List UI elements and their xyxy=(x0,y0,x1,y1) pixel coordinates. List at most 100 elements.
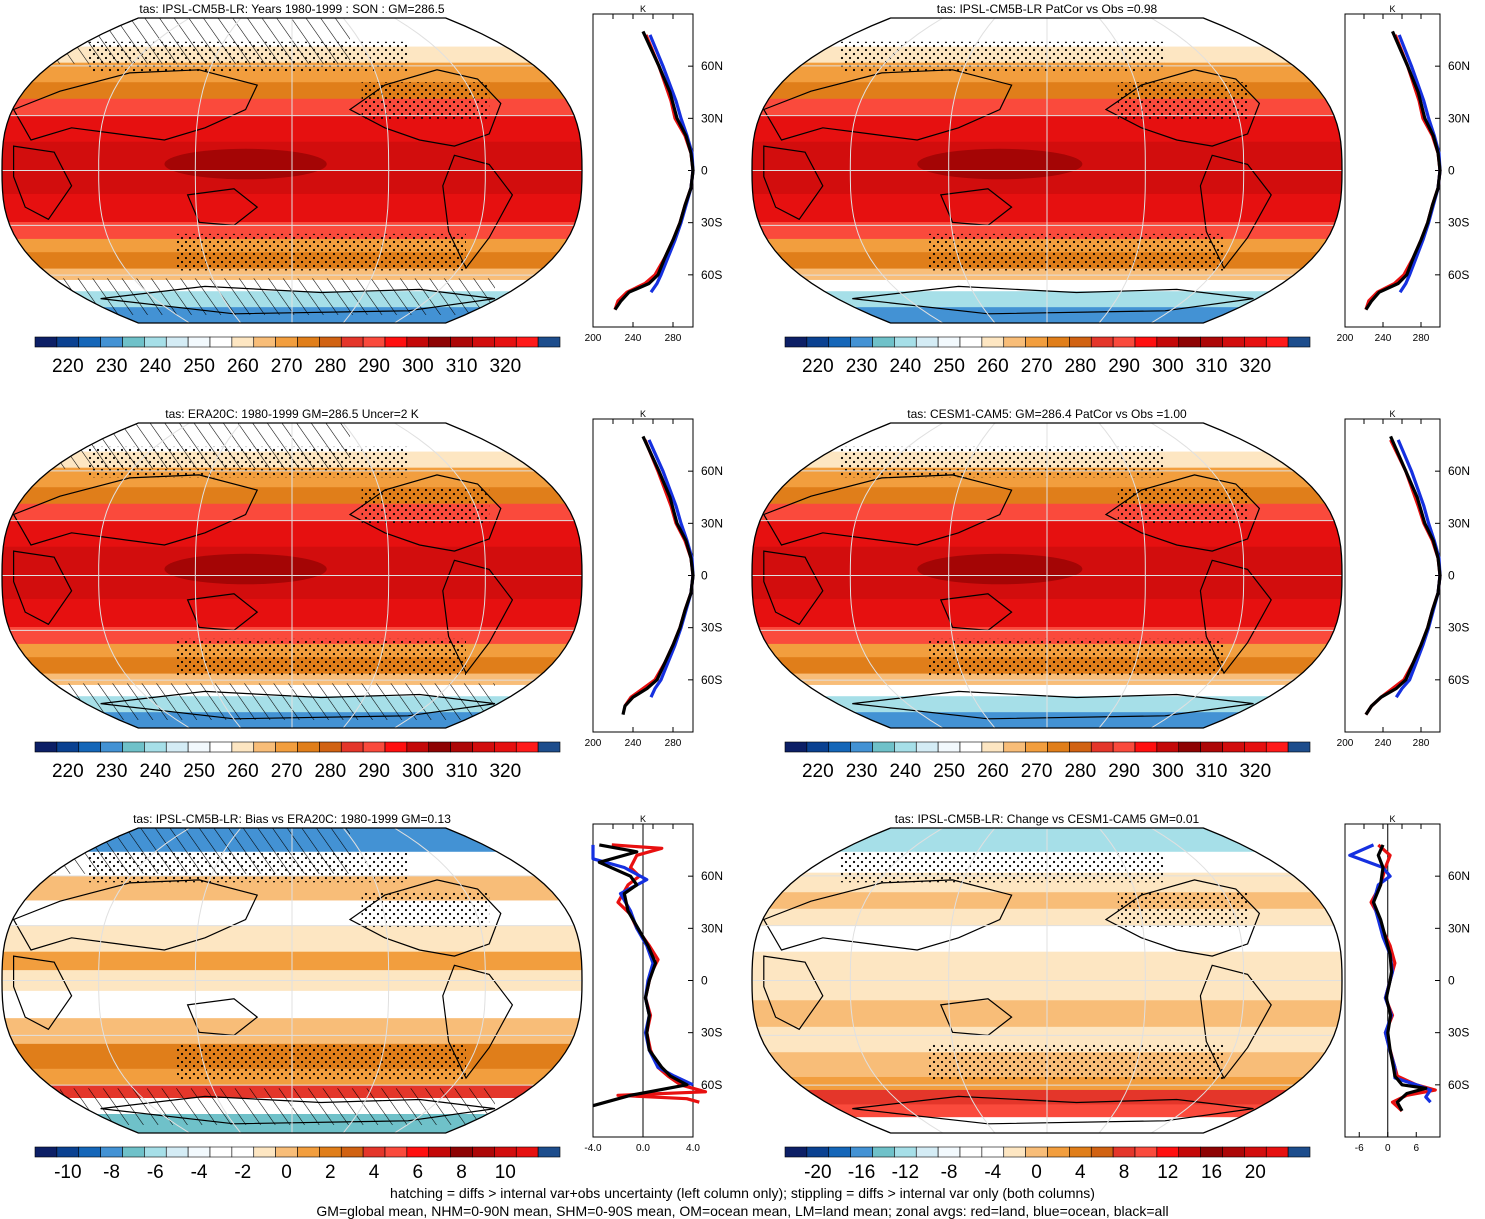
meridian-line xyxy=(948,18,996,323)
colorbar-swatch xyxy=(187,336,211,348)
zonal-series-line xyxy=(1364,439,1442,716)
lat-label: 60N xyxy=(1448,869,1470,883)
colorbar-tick-label: 300 xyxy=(402,761,434,782)
colorbar-swatch xyxy=(384,1146,408,1158)
x-tick-label: 280 xyxy=(665,738,682,749)
zonal-profile: K 200 240 280 60N 30N 0 30S 60S xyxy=(585,4,723,344)
profile-frame xyxy=(1344,418,1441,733)
colorbar-tick-label: 260 xyxy=(977,356,1009,377)
unit-label: K xyxy=(1389,409,1395,419)
colorbar-swatch xyxy=(144,1146,167,1158)
meridian-line xyxy=(98,828,190,1133)
colorbar-tick-label: 260 xyxy=(227,356,259,377)
lat-label: 0 xyxy=(1448,974,1455,988)
map-field xyxy=(2,423,582,728)
colorbar-tick-label: -16 xyxy=(848,1162,875,1183)
meridian-line xyxy=(1098,828,1146,1133)
x-tick-label: 280 xyxy=(665,333,682,344)
colorbar: -10 -8 -6 -4 -2 0 2 4 6 8 10 xyxy=(34,1146,561,1183)
stippling xyxy=(840,851,1165,883)
colorbar-tick-label: 250 xyxy=(183,761,215,782)
colorbar-swatch xyxy=(1178,336,1201,348)
colorbar-swatch xyxy=(806,741,830,753)
lat-label: 0 xyxy=(1448,164,1455,178)
colorbar-swatch xyxy=(209,741,233,753)
unit-label: K xyxy=(1389,4,1395,14)
colorbar-tick-label: 240 xyxy=(889,761,921,782)
footer-note-hatching: hatching = diffs > internal var+obs unce… xyxy=(390,1185,1095,1201)
colorbar-swatch xyxy=(34,1146,58,1158)
colorbar-swatch xyxy=(1112,1146,1136,1158)
colorbar-swatch xyxy=(450,336,473,348)
colorbar-swatch xyxy=(1156,1146,1180,1158)
lat-label: 0 xyxy=(701,974,708,988)
meridian-line xyxy=(194,423,242,728)
colorbar-tick-label: -12 xyxy=(892,1162,919,1183)
colorbar-swatch xyxy=(894,336,917,348)
colorbar-tick-label: 10 xyxy=(495,1162,516,1183)
colorbar-tick-label: 8 xyxy=(456,1162,467,1183)
colorbar-tick-label: 270 xyxy=(271,761,303,782)
meridian-line xyxy=(98,18,190,323)
colorbar-swatch xyxy=(1287,741,1311,753)
colorbar-swatch xyxy=(144,741,167,753)
colorbar-tick-label: 6 xyxy=(413,1162,424,1183)
lat-label: 60N xyxy=(1448,59,1470,73)
colorbar-tick-label: 270 xyxy=(1021,761,1053,782)
x-tick-label: 240 xyxy=(1375,738,1392,749)
colorbar-swatch xyxy=(828,336,851,348)
zonal-profile: K -4.0 0.0 4.0 60N 30N 0 30S 60S xyxy=(584,814,723,1154)
colorbar-tick-label: -4 xyxy=(984,1162,1001,1183)
colorbar-tick-label: 250 xyxy=(183,356,215,377)
coastline xyxy=(348,879,502,957)
panel-4: tas: IPSL-CM5B-LR: Bias vs ERA20C: 1980-… xyxy=(1,812,723,1183)
colorbar-tick-label: 2 xyxy=(325,1162,336,1183)
colorbar-swatch xyxy=(122,1146,145,1158)
meridian-line xyxy=(849,423,944,728)
colorbar-swatch xyxy=(1025,336,1048,348)
colorbar-swatch xyxy=(428,741,451,753)
stippling xyxy=(1117,487,1248,524)
colorbar-swatch xyxy=(784,336,808,348)
hatching xyxy=(60,1088,495,1125)
colorbar-tick-label: 310 xyxy=(1196,761,1228,782)
colorbar-swatch xyxy=(340,1146,364,1158)
coastline xyxy=(852,690,1254,720)
zonal-profile: K 200 240 280 60N 30N 0 30S 60S xyxy=(1337,4,1470,344)
x-tick-label: 0 xyxy=(1385,1143,1391,1154)
footer-note-means: GM=global mean, NHM=0-90N mean, SHM=0-90… xyxy=(316,1203,1169,1219)
colorbar-swatch xyxy=(275,336,298,348)
colorbar-swatch xyxy=(100,336,123,348)
colorbar-tick-label: 290 xyxy=(1108,356,1140,377)
x-tick-label: -6 xyxy=(1355,1143,1364,1154)
stippling xyxy=(176,638,466,676)
colorbar-tick-label: 4 xyxy=(369,1162,380,1183)
colorbar-swatch xyxy=(1134,336,1158,348)
colorbar-swatch xyxy=(894,1146,917,1158)
lat-label: 60S xyxy=(701,673,722,687)
colorbar-swatch xyxy=(275,741,298,753)
coastline xyxy=(1199,559,1272,675)
zonal-series-line xyxy=(1394,439,1442,699)
map-field xyxy=(2,828,582,1133)
lat-label: 60N xyxy=(1448,464,1470,478)
stippling xyxy=(929,1043,1224,1081)
colorbar-swatch xyxy=(253,336,276,348)
stippling xyxy=(929,233,1224,271)
colorbar-swatch xyxy=(1047,336,1070,348)
colorbar-swatch xyxy=(209,336,233,348)
map-outline xyxy=(1,17,583,324)
map-field xyxy=(752,828,1342,1133)
colorbar-tick-label: 260 xyxy=(227,761,259,782)
zonal-profile: K 200 240 280 60N 30N 0 30S 60S xyxy=(1337,409,1470,749)
colorbar-tick-label: -8 xyxy=(103,1162,120,1183)
colorbar-tick-label: 250 xyxy=(933,356,965,377)
stippling xyxy=(361,487,490,524)
colorbar-swatch xyxy=(959,741,983,753)
colorbar-swatch xyxy=(231,1146,255,1158)
colorbar-swatch xyxy=(1069,336,1092,348)
lat-label: 30N xyxy=(701,111,723,125)
colorbar-swatch xyxy=(406,1146,430,1158)
colorbar-tick-label: -20 xyxy=(804,1162,831,1183)
